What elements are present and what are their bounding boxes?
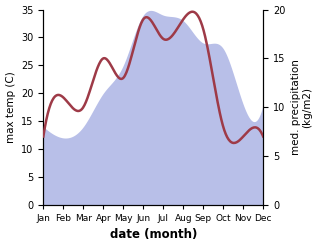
X-axis label: date (month): date (month) (110, 228, 197, 242)
Y-axis label: med. precipitation
(kg/m2): med. precipitation (kg/m2) (291, 59, 313, 155)
Y-axis label: max temp (C): max temp (C) (5, 71, 16, 143)
